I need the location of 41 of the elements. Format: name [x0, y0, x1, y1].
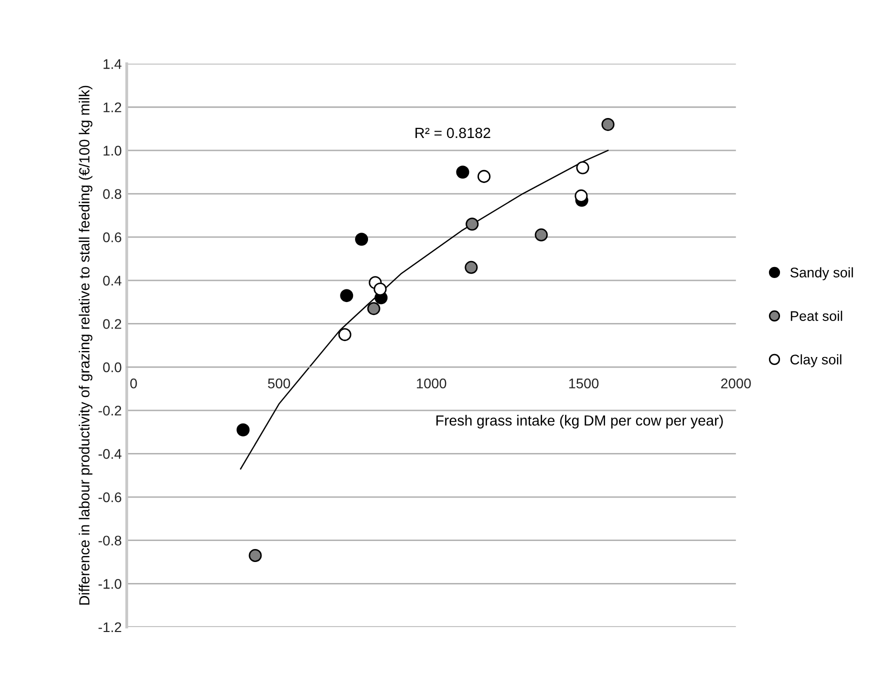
- y-tick-label: -0.6: [98, 492, 122, 502]
- point: [338, 328, 352, 342]
- point: [478, 170, 491, 183]
- x-tick-label: 0: [130, 378, 137, 388]
- point: [236, 423, 250, 436]
- point: [534, 228, 548, 242]
- point: [576, 161, 590, 174]
- y-tick-label: -1.2: [98, 622, 122, 632]
- point: [355, 232, 368, 246]
- legend-label: Clay soil: [790, 354, 842, 368]
- y-tick-label: 0.4: [103, 276, 122, 286]
- annotation: R² = 0.8182: [416, 128, 490, 138]
- legend-label: Peat soil: [790, 310, 842, 321]
- point: [456, 166, 470, 179]
- point: [340, 289, 354, 302]
- y-tick-label: 1.2: [104, 102, 122, 112]
- y-tick-label: -1.0: [98, 579, 122, 589]
- point: [464, 260, 478, 274]
- point: [601, 118, 614, 131]
- y-tick-label: 0.6: [103, 232, 122, 242]
- line-series: [240, 150, 609, 470]
- y-tick-label: 0.2: [103, 319, 122, 329]
- y-tick-label: 1.4: [104, 59, 122, 69]
- y-tick-label: 0.0: [103, 362, 122, 372]
- y-tick-label: 0.8: [103, 189, 122, 199]
- point: [248, 549, 262, 562]
- x-tick-label: 1000: [416, 378, 446, 388]
- point: [466, 218, 479, 231]
- y-tick-label: -0.2: [98, 406, 122, 416]
- y-tick-label: 1.0: [104, 146, 122, 156]
- point: [367, 302, 380, 316]
- legend-label: Sandy soil: [790, 267, 853, 280]
- point: [374, 282, 387, 296]
- point: [574, 189, 588, 202]
- x-tick-label: 2000: [721, 378, 751, 388]
- x-axis-title: Fresh grass intake (kg DM per cow per year): [436, 414, 723, 429]
- x-tick-label: 1500: [569, 378, 599, 388]
- x-tick-label: 500: [268, 378, 290, 388]
- y-axis-title: Difference in labour productivity of grazing relative to stall feeding (€/100 kg milk): [78, 86, 92, 605]
- y-tick-label: -0.8: [98, 536, 122, 546]
- y-tick-label: -0.4: [98, 449, 122, 459]
